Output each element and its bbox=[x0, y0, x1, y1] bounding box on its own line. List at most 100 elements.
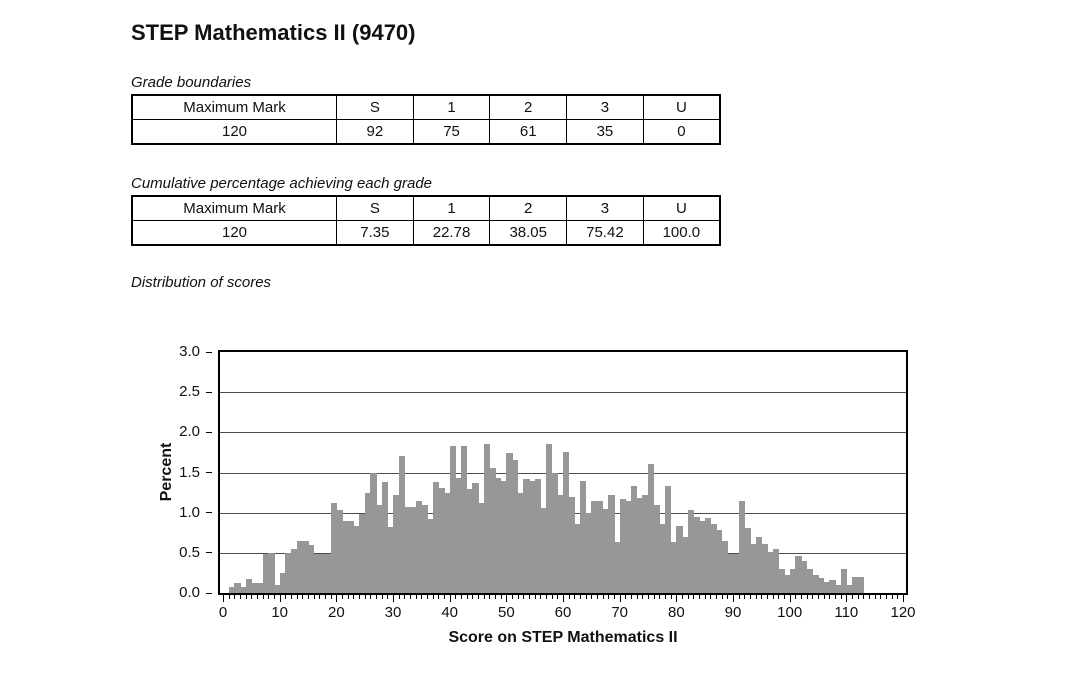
x-minor-tick bbox=[608, 595, 610, 599]
x-minor-tick bbox=[721, 595, 723, 599]
x-minor-tick bbox=[512, 595, 513, 599]
data-cell: 7.35 bbox=[336, 220, 414, 246]
histogram-bar bbox=[478, 503, 485, 593]
histogram-bar bbox=[393, 495, 400, 593]
histogram-bar bbox=[614, 542, 621, 593]
histogram-bar bbox=[336, 510, 343, 593]
histogram-bar bbox=[625, 500, 632, 593]
histogram-bar bbox=[512, 459, 519, 593]
histogram-bar bbox=[234, 582, 241, 593]
table-data-row: 120 7.35 22.78 38.05 75.42 100.0 bbox=[131, 220, 721, 246]
x-minor-tick bbox=[285, 595, 287, 599]
x-minor-tick bbox=[801, 595, 802, 599]
x-minor-tick bbox=[699, 595, 700, 599]
cumulative-percentage-caption: Cumulative percentage achieving each gra… bbox=[131, 175, 433, 192]
data-cell: 75 bbox=[412, 119, 491, 145]
histogram-bar bbox=[398, 455, 405, 593]
x-minor-tick bbox=[857, 595, 859, 599]
histogram-bar bbox=[455, 478, 462, 593]
histogram-bar bbox=[228, 586, 235, 593]
x-minor-tick bbox=[308, 595, 309, 599]
histogram-bar bbox=[591, 501, 598, 593]
column-header-cell: 3 bbox=[566, 94, 644, 120]
histogram-bar bbox=[665, 486, 672, 593]
x-minor-tick bbox=[330, 595, 332, 599]
histogram-bar bbox=[608, 495, 615, 593]
histogram-bar bbox=[404, 507, 411, 593]
column-header-cell: 1 bbox=[412, 94, 491, 120]
x-minor-tick bbox=[897, 595, 899, 599]
histogram-bar bbox=[444, 493, 451, 593]
x-minor-tick bbox=[432, 595, 434, 599]
histogram-bar bbox=[784, 575, 791, 593]
x-minor-tick bbox=[274, 595, 275, 599]
x-minor-tick bbox=[472, 595, 474, 599]
histogram-bar bbox=[602, 508, 609, 593]
x-minor-tick bbox=[381, 595, 383, 599]
x-minor-tick bbox=[625, 595, 627, 599]
x-major-tick bbox=[676, 595, 678, 602]
histogram-bar bbox=[461, 446, 468, 593]
histogram-bar bbox=[693, 516, 700, 593]
x-minor-tick bbox=[404, 595, 406, 599]
x-minor-tick bbox=[466, 595, 468, 599]
histogram-bar bbox=[319, 554, 326, 593]
histogram-bar bbox=[795, 556, 802, 593]
x-minor-tick bbox=[806, 595, 808, 599]
y-tick-label: 3.0 bbox=[179, 343, 200, 360]
histogram-bar bbox=[670, 542, 677, 593]
x-minor-tick bbox=[585, 595, 587, 599]
x-minor-tick bbox=[534, 595, 536, 599]
column-header-cell: Maximum Mark bbox=[131, 195, 337, 221]
histogram-bar bbox=[472, 482, 479, 593]
x-minor-tick bbox=[557, 595, 559, 599]
x-minor-tick bbox=[257, 595, 258, 599]
histogram-bar bbox=[268, 552, 275, 593]
x-minor-tick bbox=[580, 595, 581, 599]
x-minor-tick bbox=[602, 595, 604, 599]
x-minor-tick bbox=[614, 595, 615, 599]
x-minor-tick bbox=[529, 595, 530, 599]
x-minor-tick bbox=[852, 595, 853, 599]
histogram-bar bbox=[636, 498, 643, 593]
histogram-bar bbox=[410, 507, 417, 593]
histogram-bar bbox=[846, 584, 853, 593]
x-minor-tick bbox=[500, 595, 502, 599]
histogram-bar bbox=[648, 464, 655, 593]
x-minor-tick bbox=[840, 595, 842, 599]
grade-boundaries-caption: Grade boundaries bbox=[131, 74, 252, 91]
histogram-bar bbox=[733, 553, 740, 593]
histogram-bar bbox=[381, 482, 388, 593]
histogram-bar bbox=[574, 523, 581, 593]
x-tick-label: 110 bbox=[834, 604, 859, 621]
x-minor-tick bbox=[716, 595, 717, 599]
x-minor-tick bbox=[410, 595, 411, 599]
page-title: STEP Mathematics II (9470) bbox=[131, 20, 416, 45]
y-tick bbox=[206, 552, 212, 554]
histogram-bar bbox=[738, 501, 745, 593]
x-minor-tick bbox=[364, 595, 366, 599]
histogram-bar bbox=[523, 478, 530, 593]
histogram-bar bbox=[483, 444, 490, 593]
histogram-bar bbox=[262, 554, 269, 593]
x-major-tick bbox=[846, 595, 848, 602]
x-minor-tick bbox=[874, 595, 876, 599]
histogram-bar bbox=[557, 495, 564, 593]
x-minor-tick bbox=[251, 595, 253, 599]
histogram-bar bbox=[529, 480, 536, 593]
histogram-bar bbox=[778, 568, 785, 593]
histogram-bar bbox=[551, 472, 558, 593]
histogram-bar bbox=[687, 510, 694, 593]
x-minor-tick bbox=[767, 595, 768, 599]
x-minor-tick bbox=[296, 595, 298, 599]
plot-area bbox=[218, 350, 908, 595]
x-minor-tick bbox=[591, 595, 593, 599]
x-minor-tick bbox=[670, 595, 672, 599]
x-tick-label: 20 bbox=[327, 604, 345, 621]
x-minor-tick bbox=[738, 595, 740, 599]
y-tick-label: 0.0 bbox=[179, 584, 200, 601]
histogram-bar bbox=[500, 480, 507, 593]
histogram-bar bbox=[245, 578, 252, 593]
x-minor-tick bbox=[387, 595, 389, 599]
y-tick bbox=[206, 592, 212, 594]
